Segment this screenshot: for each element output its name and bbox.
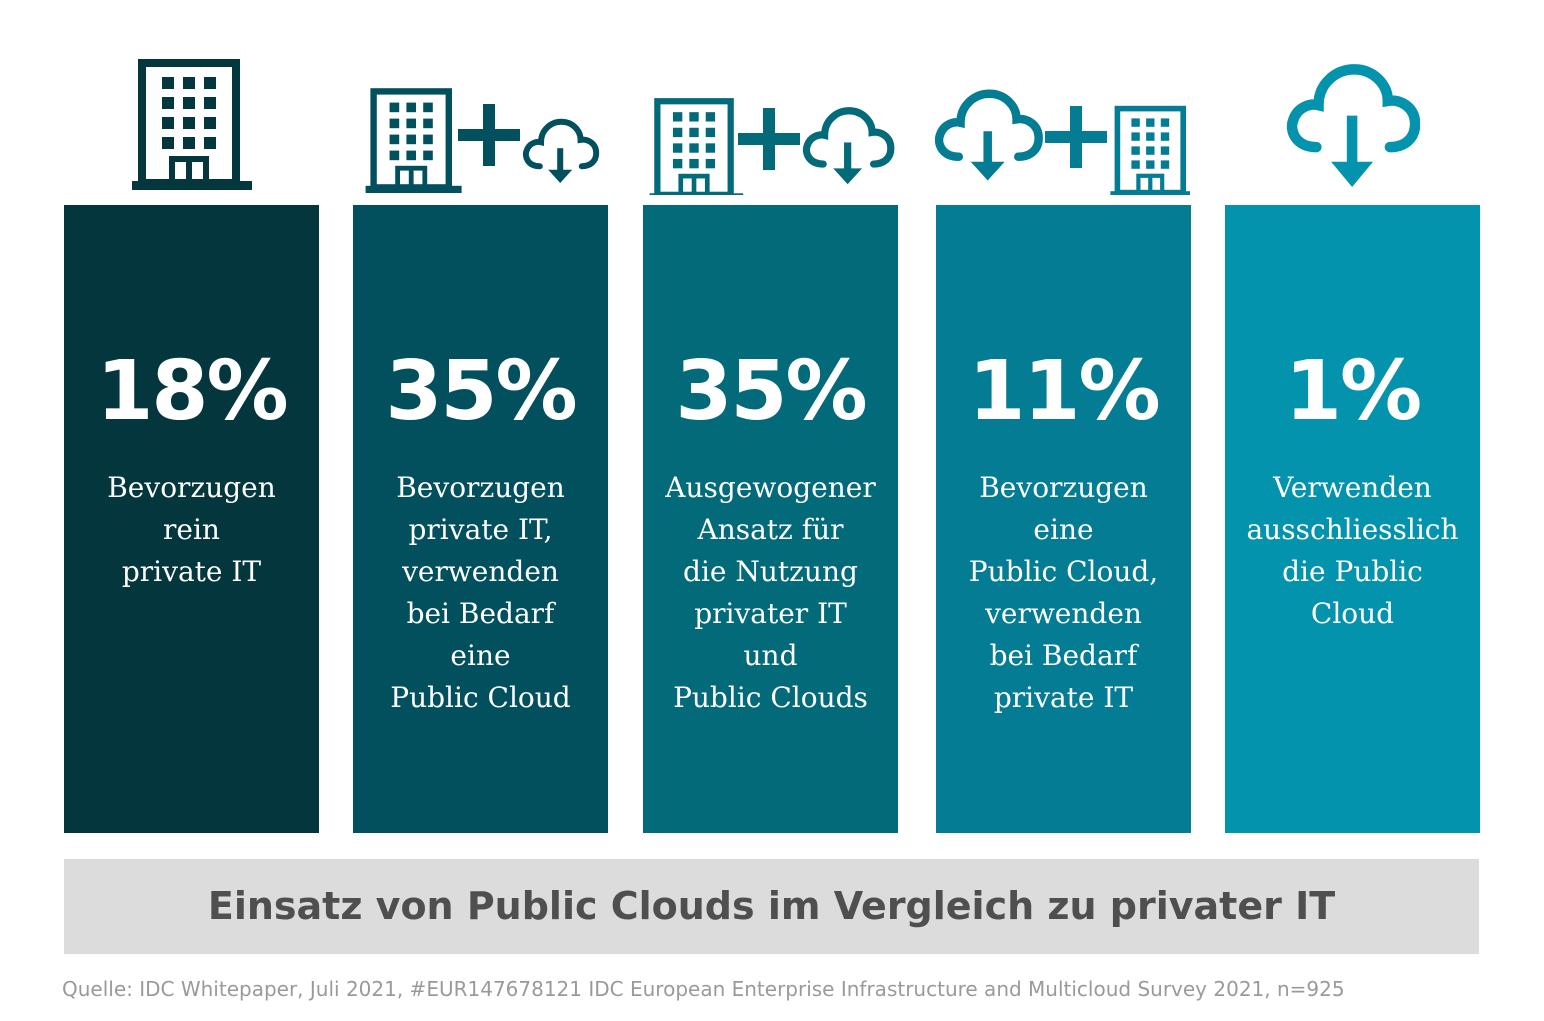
cloud-icon (1285, 55, 1420, 195)
bar-description: Ausgewogener Ansatz für die Nutzung priv… (665, 471, 876, 714)
bar-private-only: 18% Bevorzugen rein private IT (64, 205, 319, 833)
bar-value-label: 35% (385, 344, 577, 439)
bar-balanced: 35% Ausgewogener Ansatz für die Nutzung … (643, 205, 898, 833)
cloud-plus-building-icon (935, 55, 1190, 195)
bar-private-preferred: 35% Bevorzugen private IT, verwenden bei… (353, 205, 608, 833)
building-plus-cloud-icon (648, 55, 898, 195)
source-note: Quelle: IDC Whitepaper, Juli 2021, #EUR1… (62, 977, 1345, 1001)
bar-value-label: 35% (675, 344, 867, 439)
bar-public-only: 1% Verwenden ausschliesslich die Public … (1225, 205, 1480, 833)
bar-description: Bevorzugen eine Public Cloud, verwenden … (968, 471, 1159, 714)
bar-description: Verwenden ausschliesslich die Public Clo… (1246, 471, 1459, 630)
bar-public-preferred: 11% Bevorzugen eine Public Cloud, verwen… (936, 205, 1191, 833)
chart-title: Einsatz von Public Clouds im Vergleich z… (64, 859, 1479, 954)
building-icon (130, 55, 255, 195)
bar-description: Bevorzugen rein private IT (107, 471, 276, 588)
bar-value-label: 11% (968, 344, 1160, 439)
bar-value-label: 18% (96, 344, 288, 439)
building-plus-cloud-icon (360, 55, 605, 195)
bar-description: Bevorzugen private IT, verwenden bei Bed… (390, 471, 571, 714)
bar-value-label: 1% (1284, 344, 1422, 439)
